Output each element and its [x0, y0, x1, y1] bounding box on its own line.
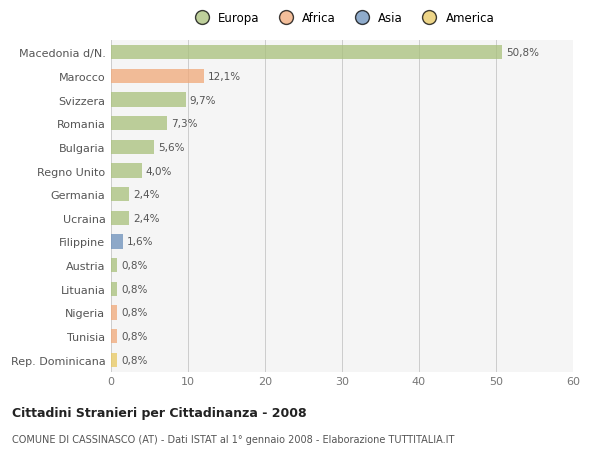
- Bar: [111, 188, 130, 202]
- Bar: [111, 329, 117, 343]
- Bar: [111, 46, 502, 60]
- Bar: [111, 235, 124, 249]
- Text: 7,3%: 7,3%: [171, 119, 197, 129]
- Bar: [111, 70, 204, 84]
- Bar: [111, 258, 117, 273]
- Text: 0,8%: 0,8%: [121, 331, 148, 341]
- Text: 12,1%: 12,1%: [208, 72, 241, 82]
- Text: 50,8%: 50,8%: [506, 48, 539, 58]
- Text: 0,8%: 0,8%: [121, 355, 148, 365]
- Text: 4,0%: 4,0%: [146, 166, 172, 176]
- Bar: [111, 211, 130, 225]
- Text: 0,8%: 0,8%: [121, 308, 148, 318]
- Bar: [111, 164, 142, 178]
- Text: 1,6%: 1,6%: [127, 237, 154, 247]
- Bar: [111, 353, 117, 367]
- Bar: [111, 117, 167, 131]
- Text: 5,6%: 5,6%: [158, 143, 184, 152]
- Text: 0,8%: 0,8%: [121, 284, 148, 294]
- Text: COMUNE DI CASSINASCO (AT) - Dati ISTAT al 1° gennaio 2008 - Elaborazione TUTTITA: COMUNE DI CASSINASCO (AT) - Dati ISTAT a…: [12, 434, 454, 444]
- Text: Cittadini Stranieri per Cittadinanza - 2008: Cittadini Stranieri per Cittadinanza - 2…: [12, 406, 307, 419]
- Text: 9,7%: 9,7%: [190, 95, 216, 105]
- Bar: [111, 282, 117, 296]
- Text: 2,4%: 2,4%: [133, 190, 160, 200]
- Legend: Europa, Africa, Asia, America: Europa, Africa, Asia, America: [186, 9, 498, 29]
- Text: 2,4%: 2,4%: [133, 213, 160, 224]
- Bar: [111, 140, 154, 155]
- Bar: [111, 306, 117, 320]
- Bar: [111, 93, 185, 107]
- Text: 0,8%: 0,8%: [121, 261, 148, 270]
